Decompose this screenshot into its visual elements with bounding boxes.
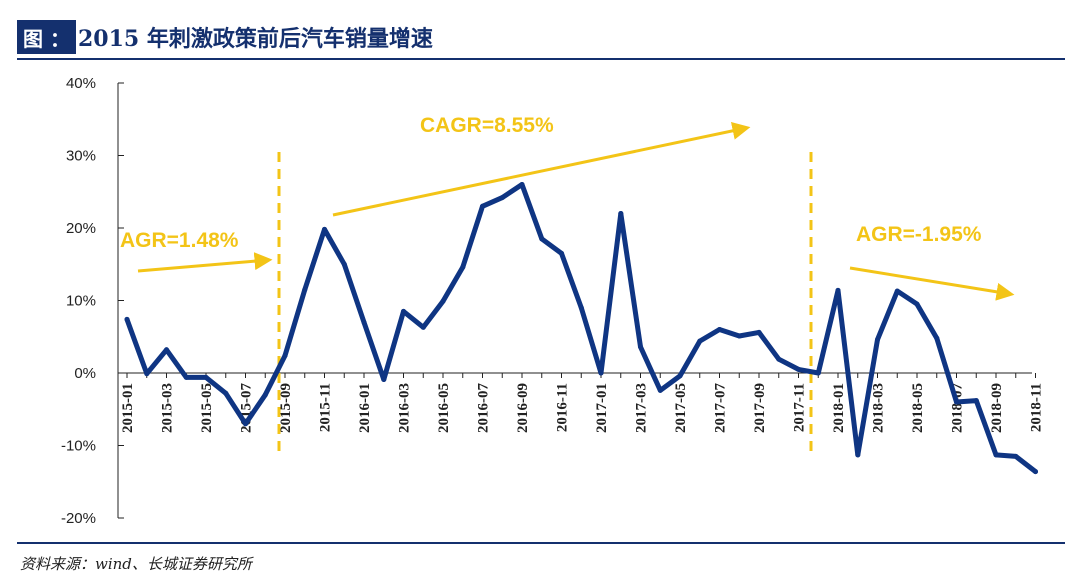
y-tick-label: -20% xyxy=(61,510,96,527)
annotation-agr-before: AGR=1.48% xyxy=(120,229,239,252)
data-point xyxy=(914,301,920,307)
data-point xyxy=(993,452,999,458)
data-point xyxy=(183,374,189,380)
data-point xyxy=(855,452,861,458)
x-tick-label: 2017-01 xyxy=(594,383,610,433)
data-point xyxy=(717,327,722,332)
x-tick-label: 2017-11 xyxy=(792,383,808,432)
data-point xyxy=(934,335,940,341)
data-point xyxy=(677,373,683,379)
data-point xyxy=(756,329,762,335)
data-point xyxy=(894,288,900,294)
annotation-cagr: CAGR=8.55% xyxy=(420,114,554,137)
data-point xyxy=(322,226,327,232)
data-point xyxy=(1033,469,1038,475)
data-point xyxy=(578,305,584,311)
x-tick-label: 2016-09 xyxy=(515,383,531,433)
data-point xyxy=(519,182,525,187)
data-point xyxy=(539,236,545,242)
x-tick-label: 2017-07 xyxy=(713,383,729,433)
trend-arrow-before xyxy=(137,252,273,273)
top-rule xyxy=(17,58,1065,60)
x-tick-label: 2016-11 xyxy=(555,383,571,432)
data-point xyxy=(203,374,209,380)
data-point xyxy=(638,344,643,350)
y-tick-label: 40% xyxy=(66,75,96,92)
x-tick-label: 2018-11 xyxy=(1029,383,1045,432)
data-point xyxy=(164,347,169,353)
trend-arrows xyxy=(137,121,1015,301)
x-tick-label: 2016-03 xyxy=(397,383,413,433)
data-point xyxy=(480,203,485,209)
annotation-agr-after: AGR=-1.95% xyxy=(856,223,982,246)
data-point xyxy=(282,353,288,359)
y-ticks: 40% 30% 20% 10% 0% -10% -20% xyxy=(61,75,124,527)
trend-arrow-after xyxy=(849,266,1015,301)
data-point xyxy=(499,195,505,201)
y-tick-label: 30% xyxy=(66,148,96,165)
series-points xyxy=(124,182,1038,475)
x-tick-label: 2015-03 xyxy=(160,383,176,433)
y-tick-label: -10% xyxy=(61,438,96,455)
data-point xyxy=(954,399,959,405)
y-tick-label: 20% xyxy=(66,220,96,237)
data-point xyxy=(657,387,663,393)
x-tick-label: 2018-03 xyxy=(871,383,887,433)
bottom-rule xyxy=(17,542,1065,544)
x-tick-label: 2016-01 xyxy=(357,383,373,433)
data-point xyxy=(796,366,801,372)
data-point xyxy=(262,392,268,398)
data-point xyxy=(1013,453,1019,459)
data-point xyxy=(243,421,248,427)
data-point xyxy=(973,398,979,404)
figure-title: 2015 年刺激政策前后汽车销量增速 xyxy=(77,26,433,52)
data-point xyxy=(124,316,130,322)
x-tick-label: 2018-09 xyxy=(989,383,1005,433)
data-point xyxy=(361,319,367,325)
data-point xyxy=(223,390,229,396)
data-point xyxy=(875,337,880,343)
data-point xyxy=(420,324,426,330)
figure-header: 图 ： 2015 年刺激政策前后汽车销量增速 xyxy=(17,20,433,54)
x-tick-label: 2015-09 xyxy=(278,383,294,433)
data-point xyxy=(618,211,624,216)
source-note: 资料来源：wind、长城证券研究所 xyxy=(20,555,252,573)
data-point xyxy=(776,356,782,362)
data-point xyxy=(598,370,604,376)
x-ticks: 2015-01 2015-03 2015-05 2015-07 2015-09 2015-… xyxy=(120,373,1045,433)
data-point xyxy=(144,371,150,377)
figure-label: 图 ： xyxy=(17,20,76,54)
x-tick-label: 2018-05 xyxy=(910,383,926,433)
data-point xyxy=(302,287,308,293)
data-point xyxy=(736,333,742,339)
y-tick-label: 10% xyxy=(66,293,96,310)
data-point xyxy=(440,298,446,304)
x-tick-label: 2017-05 xyxy=(673,383,689,433)
data-point xyxy=(381,377,387,382)
x-tick-label: 2017-09 xyxy=(752,383,768,433)
x-tick-label: 2017-03 xyxy=(634,383,650,433)
data-point xyxy=(835,287,841,293)
x-tick-label: 2016-07 xyxy=(476,383,492,433)
data-point xyxy=(697,338,703,344)
data-point xyxy=(559,250,564,256)
x-tick-label: 2015-01 xyxy=(120,383,136,433)
x-tick-label: 2016-05 xyxy=(436,383,452,433)
data-point xyxy=(815,370,821,376)
data-point xyxy=(460,264,466,270)
x-tick-label: 2015-11 xyxy=(318,383,334,432)
x-tick-label: 2015-05 xyxy=(199,383,215,433)
data-point xyxy=(341,261,347,267)
trend-arrow-middle xyxy=(332,121,751,217)
data-point xyxy=(401,308,406,314)
x-tick-label: 2018-01 xyxy=(831,383,847,433)
y-tick-label: 0% xyxy=(74,365,96,382)
